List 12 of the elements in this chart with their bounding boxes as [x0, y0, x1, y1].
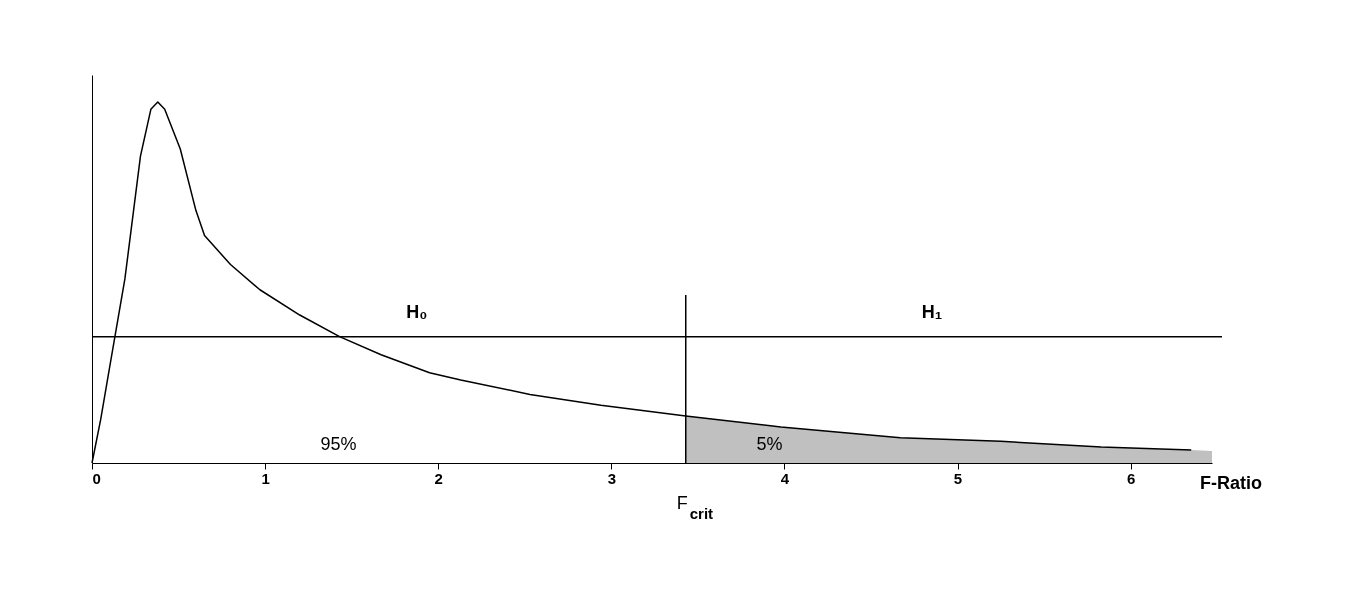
x-tick-label: 0	[92, 469, 101, 487]
x-tick-label: 3	[607, 469, 616, 487]
annotation: H₀	[406, 302, 428, 322]
x-tick-label: 4	[780, 469, 790, 487]
x-tick-label: 5	[953, 469, 963, 487]
x-tick-label: 1	[261, 469, 270, 487]
x-tick-label: 6	[1126, 469, 1136, 487]
annotation: 5%	[756, 434, 783, 454]
x-tick-label: 2	[434, 469, 443, 487]
x-axis-title: F-Ratio	[1200, 473, 1262, 493]
annotation: 95%	[320, 434, 357, 454]
annotation: H₁	[921, 302, 943, 322]
